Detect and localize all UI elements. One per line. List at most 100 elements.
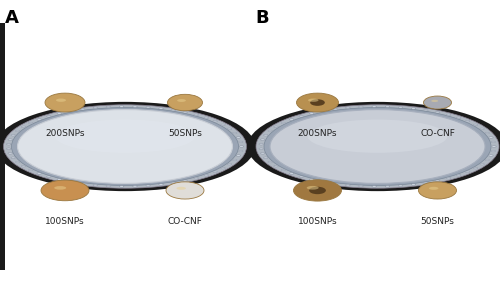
Ellipse shape [491, 141, 496, 143]
Ellipse shape [221, 124, 226, 126]
Ellipse shape [11, 157, 16, 159]
Ellipse shape [398, 185, 403, 186]
Ellipse shape [431, 100, 438, 102]
Ellipse shape [236, 155, 240, 156]
Ellipse shape [474, 124, 478, 126]
Ellipse shape [37, 173, 42, 174]
Ellipse shape [221, 167, 226, 169]
Ellipse shape [456, 174, 461, 176]
Ellipse shape [176, 187, 186, 190]
Ellipse shape [358, 106, 363, 108]
Bar [0, 23, 5, 270]
Ellipse shape [6, 148, 11, 149]
Ellipse shape [346, 184, 350, 186]
Ellipse shape [46, 176, 51, 178]
Ellipse shape [308, 98, 318, 102]
Ellipse shape [238, 150, 243, 152]
Ellipse shape [321, 110, 326, 112]
Ellipse shape [177, 99, 186, 102]
Ellipse shape [299, 176, 304, 178]
Ellipse shape [310, 179, 314, 180]
Ellipse shape [446, 114, 451, 116]
Ellipse shape [446, 177, 451, 179]
Ellipse shape [213, 120, 218, 122]
Ellipse shape [183, 180, 188, 182]
Ellipse shape [264, 157, 268, 159]
Ellipse shape [106, 185, 110, 187]
Ellipse shape [228, 163, 232, 165]
Ellipse shape [398, 107, 403, 108]
Ellipse shape [281, 122, 285, 124]
Text: A: A [5, 9, 19, 27]
Ellipse shape [93, 184, 98, 186]
Text: CO-CNF: CO-CNF [168, 217, 202, 226]
Ellipse shape [260, 153, 265, 154]
Text: CO-CNF: CO-CNF [420, 129, 455, 138]
Ellipse shape [80, 108, 85, 110]
Ellipse shape [159, 108, 164, 109]
Ellipse shape [385, 106, 390, 108]
Ellipse shape [204, 174, 208, 176]
Ellipse shape [93, 107, 98, 109]
Ellipse shape [310, 99, 325, 106]
Ellipse shape [41, 180, 89, 201]
Ellipse shape [424, 96, 452, 109]
Ellipse shape [274, 126, 278, 127]
Ellipse shape [256, 105, 499, 188]
Ellipse shape [270, 110, 485, 183]
Ellipse shape [436, 111, 440, 113]
Ellipse shape [106, 106, 110, 108]
Text: 100SNPs: 100SNPs [298, 217, 338, 226]
Ellipse shape [268, 130, 272, 132]
Ellipse shape [268, 161, 272, 163]
Ellipse shape [236, 137, 240, 138]
Text: 100SNPs: 100SNPs [45, 217, 85, 226]
Ellipse shape [412, 108, 416, 109]
Ellipse shape [6, 144, 11, 145]
Ellipse shape [16, 161, 20, 163]
Ellipse shape [120, 106, 124, 107]
Ellipse shape [8, 139, 12, 140]
Ellipse shape [22, 126, 26, 127]
Ellipse shape [194, 114, 198, 116]
Ellipse shape [264, 134, 268, 136]
Ellipse shape [0, 102, 255, 191]
Ellipse shape [132, 106, 137, 108]
Ellipse shape [46, 115, 51, 117]
Ellipse shape [232, 132, 237, 134]
Ellipse shape [28, 169, 33, 171]
Ellipse shape [28, 122, 33, 124]
Text: 200SNPs: 200SNPs [298, 129, 337, 138]
Ellipse shape [11, 134, 16, 136]
Ellipse shape [45, 93, 85, 112]
Ellipse shape [22, 166, 26, 167]
Ellipse shape [68, 110, 73, 112]
Ellipse shape [168, 94, 202, 111]
Ellipse shape [260, 139, 265, 140]
Ellipse shape [8, 153, 12, 154]
Ellipse shape [456, 117, 461, 119]
Ellipse shape [264, 108, 491, 185]
Ellipse shape [296, 93, 339, 112]
Ellipse shape [333, 183, 338, 185]
Ellipse shape [54, 186, 66, 190]
Ellipse shape [424, 182, 428, 184]
Ellipse shape [358, 185, 363, 187]
Ellipse shape [474, 167, 478, 169]
Ellipse shape [294, 180, 342, 201]
Ellipse shape [57, 179, 62, 180]
Ellipse shape [485, 159, 490, 161]
Ellipse shape [183, 111, 188, 113]
Text: 200SNPs: 200SNPs [45, 129, 85, 138]
Ellipse shape [238, 141, 243, 143]
Ellipse shape [309, 187, 326, 194]
Ellipse shape [146, 107, 150, 108]
Text: 50SNPs: 50SNPs [420, 217, 454, 226]
Ellipse shape [372, 186, 376, 187]
Ellipse shape [485, 132, 490, 134]
Text: B: B [255, 9, 268, 27]
Ellipse shape [12, 108, 238, 185]
Text: 50SNPs: 50SNPs [168, 129, 202, 138]
Ellipse shape [228, 128, 232, 130]
Ellipse shape [240, 146, 244, 147]
